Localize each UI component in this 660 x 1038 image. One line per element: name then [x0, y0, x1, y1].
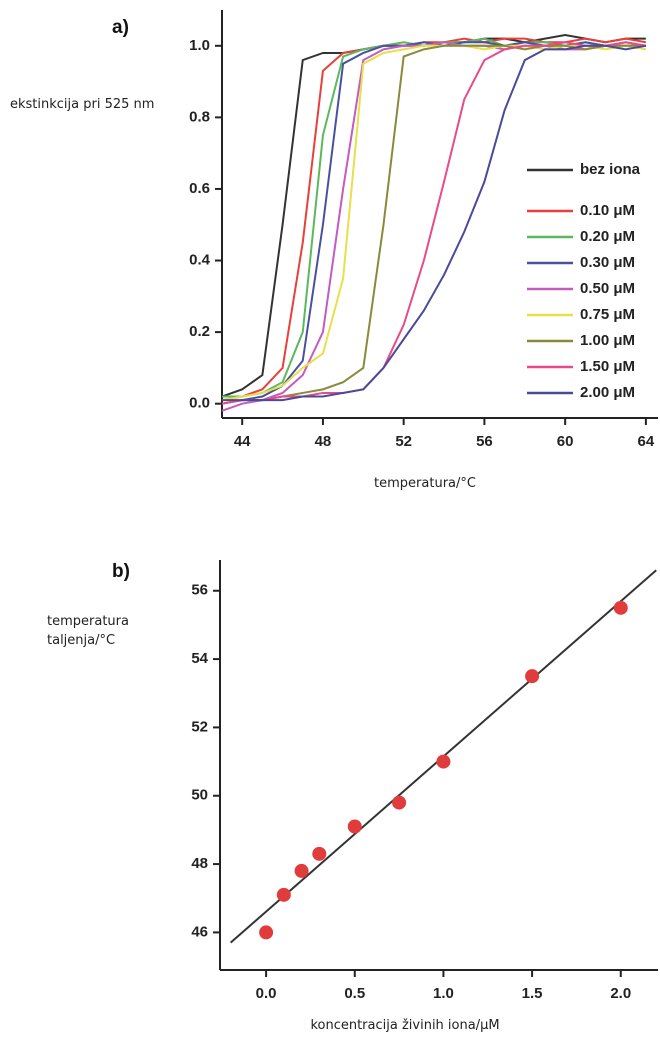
y-tick-label: 0.2: [189, 323, 210, 340]
legend-label: 0.10 μM: [580, 202, 635, 219]
x-tick-label: 0.5: [344, 985, 365, 1002]
x-tick-label: 1.0: [433, 985, 454, 1002]
data-point: [259, 925, 274, 940]
legend-label: 1.00 μM: [580, 332, 635, 349]
legend-label: 0.50 μM: [580, 280, 635, 297]
y-tick-label: 0.0: [189, 395, 210, 412]
y-tick-label: 52: [191, 718, 208, 735]
y-tick-label: 0.4: [189, 251, 211, 268]
x-tick-label: 56: [476, 433, 493, 450]
data-point: [347, 819, 362, 834]
y-tick-label: 0.8: [189, 108, 210, 125]
series-line: [222, 44, 647, 402]
series-line: [221, 41, 647, 405]
x-tick-label: 48: [315, 433, 332, 450]
data-point: [276, 887, 291, 902]
data-point: [312, 846, 327, 861]
x-tick-label: 60: [557, 433, 574, 450]
data-point: [436, 754, 451, 769]
data-point: [294, 863, 309, 878]
x-tick-label: 52: [395, 433, 412, 450]
x-axis-label: temperatura/°C: [374, 476, 476, 491]
x-tick-label: 0.0: [256, 985, 277, 1002]
y-axis-label: ekstinkcija pri 525 nm: [10, 97, 155, 112]
y-tick-label: 56: [191, 582, 208, 599]
y-tick-label: 0.6: [189, 180, 210, 197]
x-tick-label: 44: [234, 433, 251, 450]
x-tick-label: 2.0: [610, 985, 631, 1002]
x-tick-label: 1.5: [522, 985, 543, 1002]
legend-label: 0.30 μM: [580, 254, 635, 271]
legend-label: 0.20 μM: [580, 228, 635, 245]
y-tick-label: 50: [191, 787, 208, 804]
legend-label: bez iona: [580, 161, 641, 178]
series-line: [221, 44, 647, 402]
y-tick-label: 46: [191, 923, 208, 940]
series-line: [221, 37, 647, 402]
panel-label: b): [112, 561, 130, 582]
y-tick-label: 54: [191, 650, 208, 667]
y-tick-label: 1.0: [189, 37, 210, 54]
y-axis-label: temperatura taljenja/°C: [47, 614, 129, 648]
panel-label: a): [112, 17, 129, 38]
y-tick-label: 48: [191, 855, 208, 872]
legend-label: 2.00 μM: [580, 384, 635, 401]
series-line: [221, 41, 646, 412]
data-point: [392, 795, 407, 810]
x-tick-label: 64: [638, 433, 655, 450]
legend-label: 1.50 μM: [580, 358, 635, 375]
legend-label: 0.75 μM: [580, 306, 635, 323]
data-point: [613, 600, 628, 615]
data-point: [525, 669, 540, 684]
x-axis-label: koncentracija živinih iona/μM: [310, 1018, 500, 1033]
